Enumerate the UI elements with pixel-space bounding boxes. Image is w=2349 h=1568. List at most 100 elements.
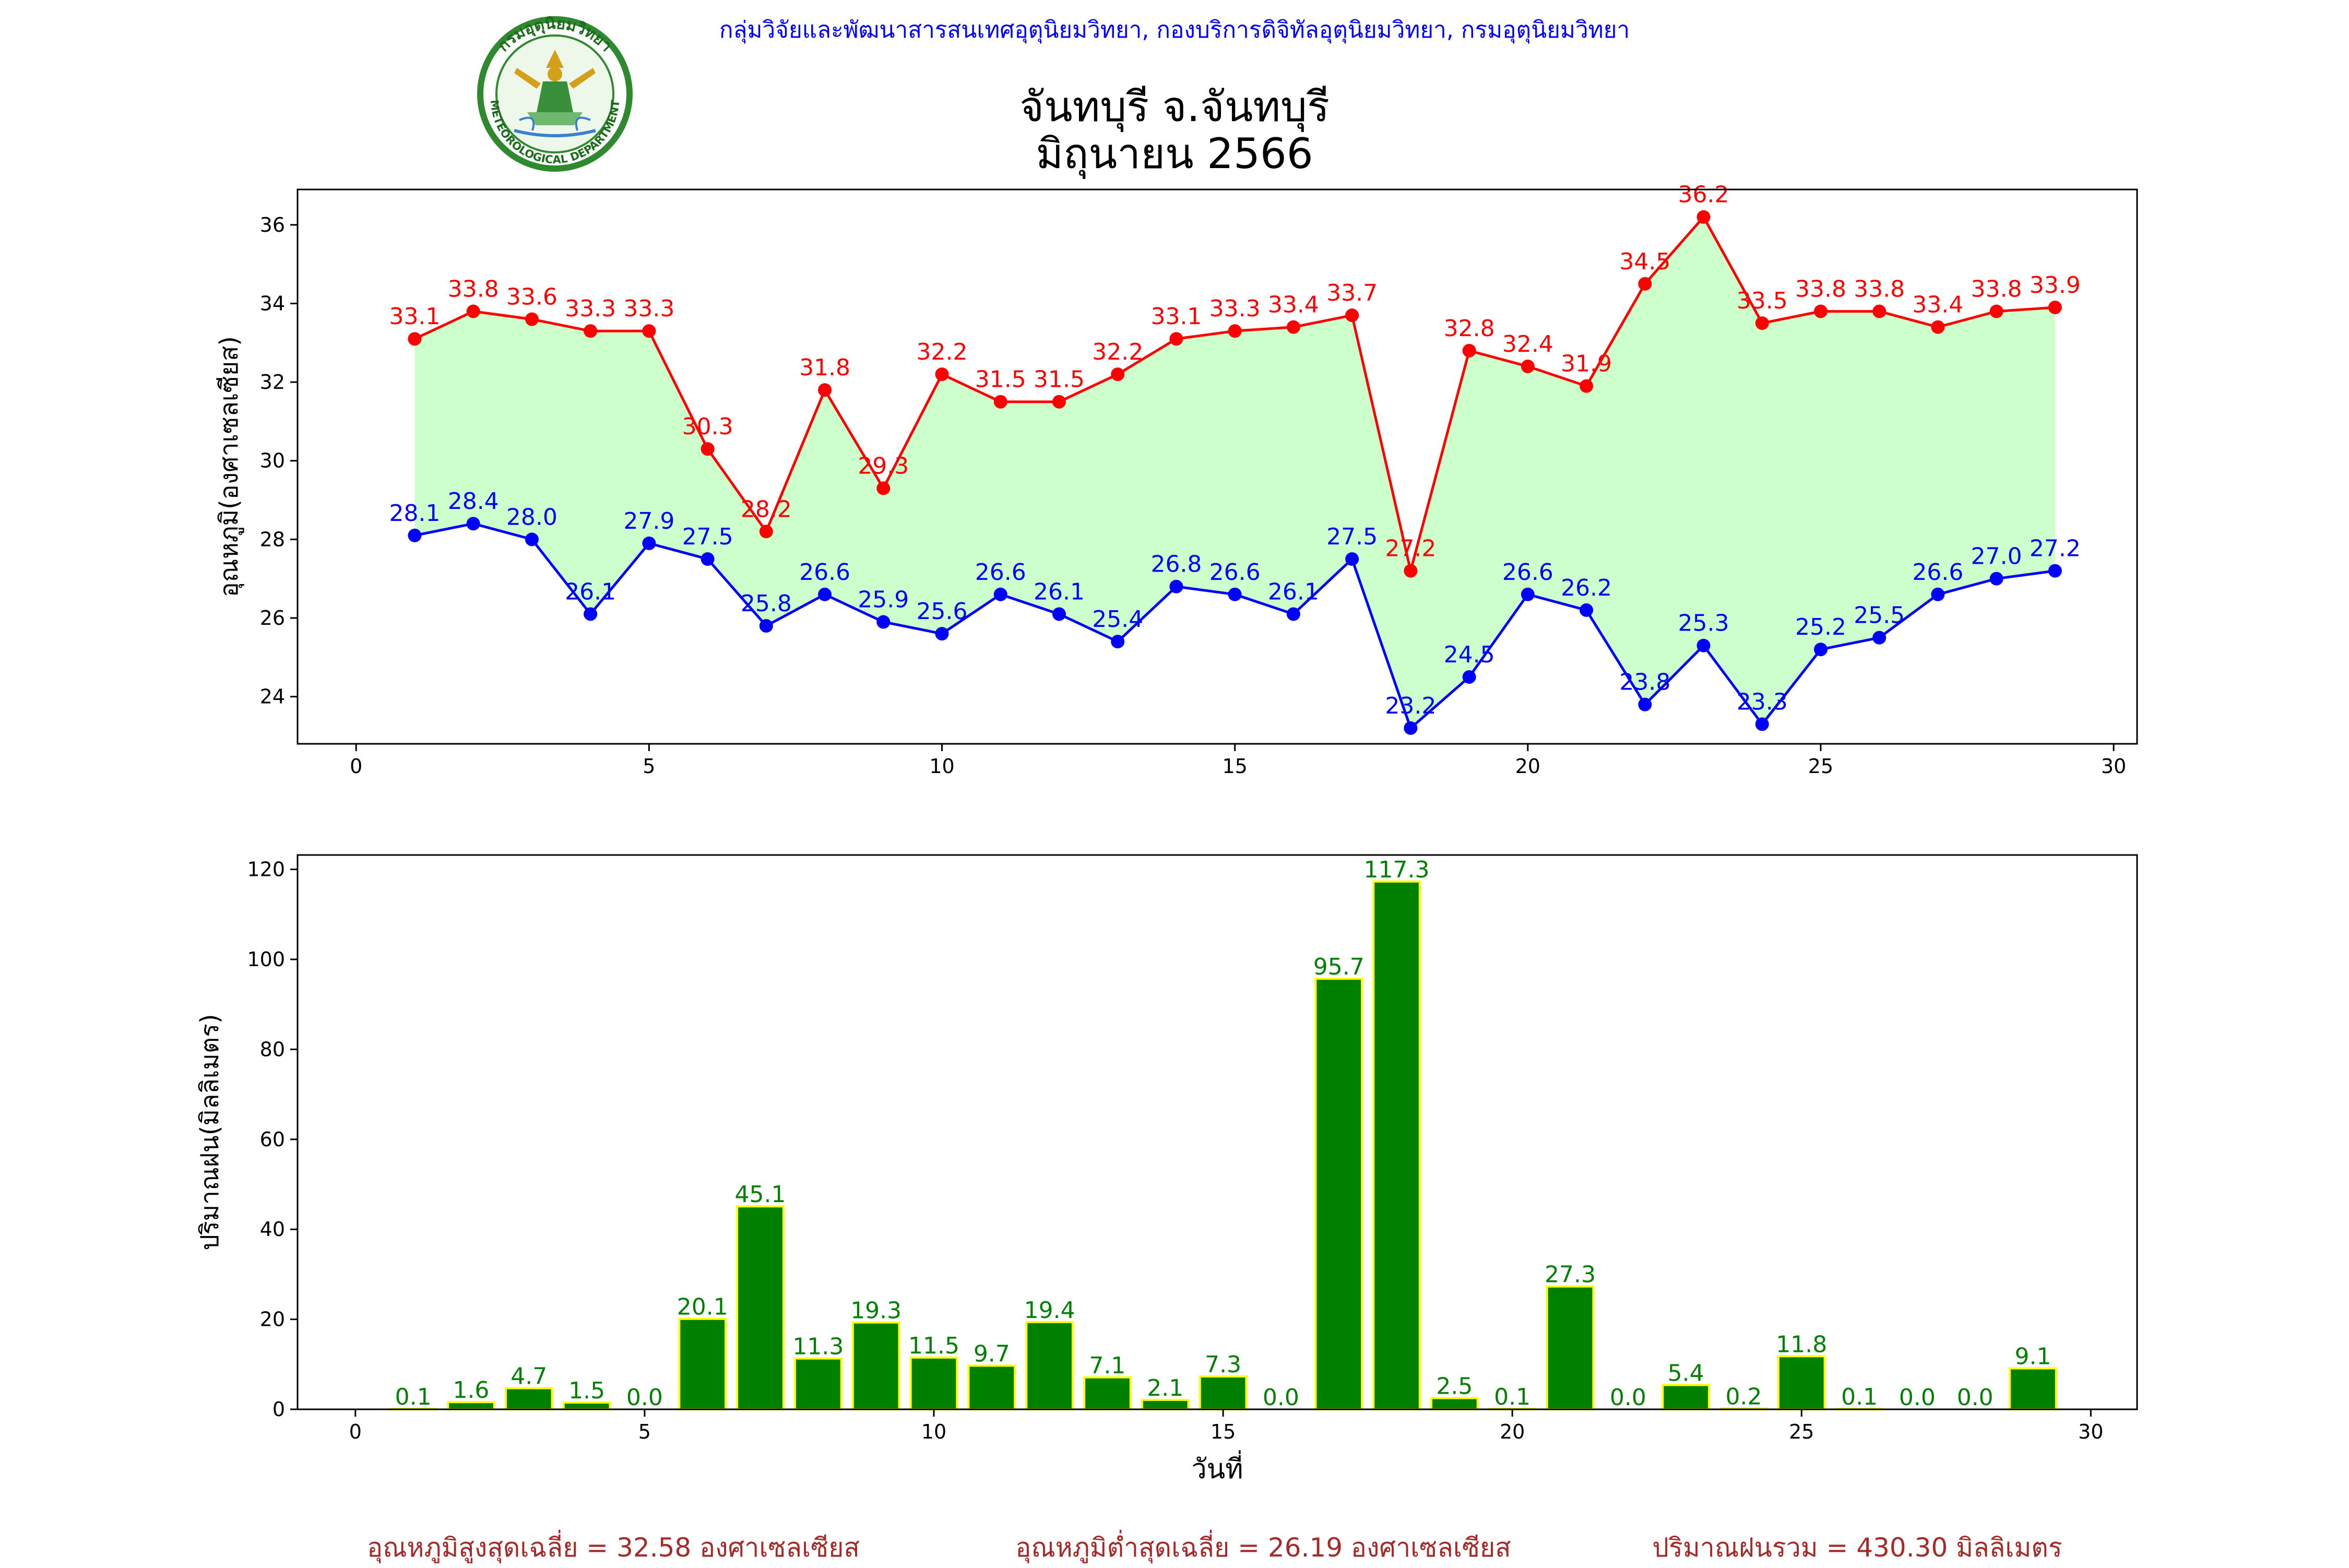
rainfall-data-label: 11.8 (1776, 1331, 1827, 1358)
rainfall-data-label: 0.1 (1841, 1384, 1878, 1410)
min-temperature-point (525, 532, 539, 547)
max-temperature-data-label: 36.2 (1678, 182, 1729, 208)
rainfall-y-tick-label: 60 (260, 1128, 285, 1151)
min-temperature-data-label: 26.1 (565, 578, 616, 605)
max-temperature-data-label: 31.8 (799, 354, 850, 381)
max-temperature-point (466, 304, 480, 318)
rainfall-bar (678, 1317, 727, 1410)
min-temperature-data-label: 26.6 (799, 559, 850, 586)
rainfall-x-tick-label: 25 (1789, 1420, 1814, 1443)
rainfall-bar (2009, 1367, 2057, 1411)
min-temperature-point (1638, 697, 1652, 711)
min-temperature-point (1462, 670, 1476, 684)
rainfall-bar (851, 1321, 900, 1411)
min-temperature-data-label: 26.1 (1268, 578, 1319, 605)
max-temperature-data-label: 33.3 (565, 295, 616, 322)
rainfall-data-label: 5.4 (1668, 1360, 1704, 1386)
max-temperature-point (1989, 304, 2003, 318)
rainfall-data-label: 0.1 (395, 1384, 432, 1410)
rainfall-bar (1546, 1285, 1595, 1410)
rainfall-data-label: 0.0 (1263, 1384, 1299, 1411)
temperature-y-tick-label: 28 (260, 528, 285, 551)
temperature-x-tick-label: 0 (350, 755, 362, 778)
min-temperature-data-label: 25.3 (1678, 610, 1729, 637)
rainfall-data-label: 19.3 (850, 1298, 901, 1324)
max-temperature-data-label: 33.3 (623, 295, 674, 322)
max-temperature-point (993, 395, 1007, 409)
max-temperature-point (1404, 564, 1418, 578)
max-temperature-point (1228, 324, 1242, 338)
rainfall-chart: 0.1 1.6 4.7 1.5 0.0 20.1 45.1 11.319.3 11.5 9.7 19… (195, 854, 2138, 1485)
temperature-y-tick-label: 36 (260, 213, 285, 236)
min-temperature-point (1345, 552, 1359, 566)
min-temperature-data-label: 25.4 (1092, 606, 1143, 633)
temperature-y-tick-label: 30 (260, 449, 285, 472)
rainfall-bar (1199, 1375, 1248, 1410)
min-temperature-data-label: 25.2 (1795, 614, 1846, 640)
min-temperature-data-label: 26.6 (1912, 559, 1963, 586)
min-temperature-data-label: 26.6 (1209, 559, 1261, 586)
temperature-plot-frame (296, 188, 2138, 745)
rainfall-y-tick-label: 120 (247, 858, 285, 881)
rainfall-bar (736, 1205, 785, 1411)
agency-line: กลุ่มวิจัยและพัฒนาสารสนเทศอุตุนิยมวิทยา,… (719, 17, 1630, 44)
max-temperature-point (1813, 304, 1828, 318)
min-temperature-point (584, 607, 598, 621)
min-temperature-point (1696, 638, 1711, 652)
max-temperature-data-label: 31.5 (975, 366, 1026, 393)
min-temperature-data-label: 26.1 (1034, 578, 1085, 605)
rainfall-data-label: 0.0 (1899, 1384, 1936, 1411)
temperature-y-tick-label: 26 (260, 607, 285, 629)
min-temperature-point (1111, 635, 1125, 649)
min-temperature-point (1813, 643, 1828, 657)
rainfall-x-tick-label: 15 (1211, 1420, 1236, 1443)
max-temperature-data-label: 33.7 (1326, 280, 1378, 306)
max-temperature-point (1111, 367, 1125, 381)
rainfall-x-axis-label: วันที่ (1191, 1450, 1243, 1485)
min-temperature-point (1404, 721, 1418, 735)
temperature-y-tick-label: 32 (260, 371, 285, 394)
min-temperature-data-label: 27.5 (1326, 524, 1378, 550)
rainfall-data-label: 19.4 (1024, 1297, 1075, 1324)
rainfall-data-label: 0.1 (1494, 1384, 1531, 1410)
min-temperature-point (759, 619, 773, 633)
footer-min-average: อุณหภูมิต่ำสุดเฉลี่ย = 26.19 องศาเซลเซีย… (1015, 1530, 1511, 1563)
rainfall-data-label: 2.1 (1147, 1375, 1183, 1401)
rainfall-data-label: 0.2 (1725, 1383, 1762, 1410)
max-temperature-point (1286, 320, 1300, 334)
min-temperature-point (466, 517, 480, 531)
rainfall-data-label: 9.7 (974, 1340, 1010, 1367)
temperature-x-tick-label: 20 (1515, 755, 1540, 778)
temperature-range-band (414, 217, 2055, 728)
min-temperature-point (1228, 587, 1242, 601)
min-temperature-point (2048, 564, 2062, 578)
rainfall-plot-frame (296, 854, 2138, 1410)
rainfall-data-label: 95.7 (1313, 954, 1365, 980)
rainfall-data-label: 2.5 (1436, 1373, 1473, 1399)
min-temperature-data-label: 27.2 (2030, 536, 2081, 562)
max-temperature-data-label: 31.9 (1561, 351, 1612, 377)
max-temperature-data-label: 33.1 (389, 303, 440, 330)
temperature-range-fill (414, 217, 2055, 728)
rainfall-x-tick-label: 10 (921, 1420, 946, 1443)
temperature-x-tick-label: 5 (643, 755, 655, 778)
max-temperature-point (1521, 359, 1535, 373)
max-temperature-data-label: 33.8 (448, 276, 499, 302)
min-temperature-point (1521, 587, 1535, 601)
temperature-chart: 33.1 33.8 33.6 33.3 33.3 30.3 28.2 31.8 29.3 32.2… (215, 182, 2138, 778)
min-temperature-data-label: 26.2 (1561, 575, 1612, 601)
footer-max-average: อุณหภูมิสูงสุดเฉลี่ย = 32.58 องศาเซลเซีย… (367, 1530, 860, 1563)
rainfall-data-label: 20.1 (677, 1294, 728, 1321)
rainfall-data-label: 11.3 (792, 1334, 844, 1360)
rainfall-bar (1083, 1376, 1132, 1411)
min-temperature-data-label: 25.8 (741, 590, 792, 617)
max-temperature-point (1052, 395, 1066, 409)
max-temperature-data-label: 32.4 (1502, 331, 1553, 358)
rainfall-bar (967, 1364, 1016, 1411)
min-temperature-data-label: 28.1 (389, 500, 440, 527)
max-temperature-point (1580, 379, 1594, 393)
rainfall-y-axis-label: ปริมาณฝน(มิลลิเมตร) (195, 1014, 224, 1250)
temperature-x-tick-label: 30 (2101, 755, 2126, 778)
